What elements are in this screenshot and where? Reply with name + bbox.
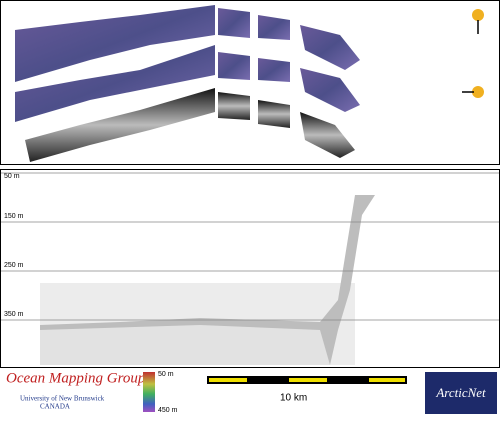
colorbar [143, 372, 155, 412]
seafloor-profile [40, 195, 375, 365]
depth-label: 50 m [4, 173, 20, 180]
swaths [15, 5, 360, 162]
group-name: Ocean Mapping Group [6, 370, 146, 386]
scale-bar [207, 376, 407, 384]
scale-label: 10 km [280, 393, 307, 404]
depth-label: 350 m [4, 311, 24, 318]
colorbar-bottom: 450 m [158, 407, 178, 414]
sun-icons [462, 9, 484, 98]
university: University of New Brunswick [20, 395, 105, 403]
logo-box [425, 372, 497, 414]
sub-bottom [40, 325, 330, 365]
logo-text: ArcticNet [435, 385, 486, 400]
depth-label: 150 m [4, 213, 24, 220]
depth-grid: 50 m 150 m 250 m 350 m [1, 172, 499, 321]
depth-label: 250 m [4, 262, 24, 269]
country: CANADA [40, 403, 70, 411]
colorbar-top: 50 m [158, 371, 174, 378]
